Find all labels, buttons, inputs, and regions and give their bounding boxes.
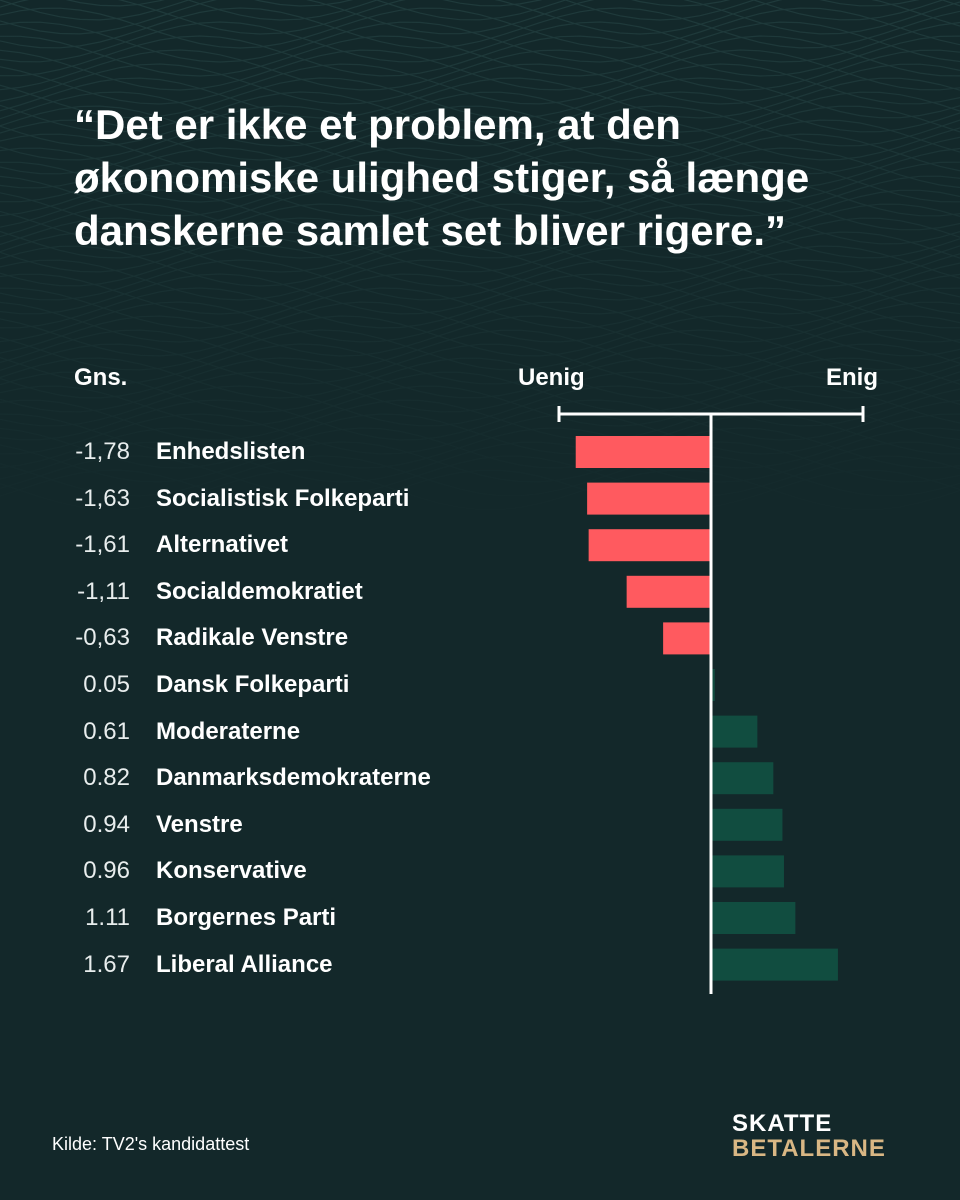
logo-text-line1: SKATTE: [732, 1110, 833, 1137]
disagree-scale-label: Uenig: [518, 364, 585, 391]
average-value: -1,61: [75, 531, 130, 559]
bar-radikale-venstre: [663, 622, 711, 655]
party-name: Konservative: [156, 857, 307, 885]
average-value: 0.94: [83, 810, 130, 838]
agree-scale-label: Enig: [826, 364, 878, 391]
bar-liberal-alliance: [711, 948, 838, 981]
average-value: 0.05: [83, 671, 130, 698]
average-value: -1,63: [75, 484, 130, 512]
bar-alternativet: [588, 529, 711, 562]
average-value: -1,78: [75, 438, 130, 465]
bar-dansk-folkeparti: [711, 669, 715, 701]
party-name: Moderaterne: [156, 717, 301, 745]
party-name: Radikale Venstre: [156, 624, 349, 652]
bar-konservative: [711, 855, 784, 888]
average-value: 0.96: [83, 857, 130, 885]
party-name: Socialdemokratiet: [156, 577, 363, 605]
party-name: Enhedslisten: [156, 438, 306, 465]
average-column-header: Gns.: [74, 364, 128, 391]
party-name: Venstre: [156, 810, 243, 838]
bar-enhedslisten: [575, 436, 711, 468]
party-name: Dansk Folkeparti: [156, 671, 350, 698]
average-value: 1.11: [85, 904, 130, 931]
bar-venstre: [711, 808, 783, 841]
party-name: Alternativet: [156, 531, 289, 559]
average-value: -0,63: [75, 624, 130, 652]
bar-socialistisk-folkeparti: [587, 482, 711, 515]
skattebetalerne-logo: SKATTE BETALERNE: [732, 1112, 886, 1162]
bar-borgernes-parti: [711, 902, 796, 934]
source-note: Kilde: TV2's kandidattest: [52, 1134, 250, 1154]
average-value: -1,11: [77, 577, 130, 605]
average-value: 0.61: [83, 717, 130, 745]
bar-chart: [557, 406, 865, 994]
logo-text-line2: BETALERNE: [732, 1135, 886, 1162]
bar-moderaterne: [711, 715, 758, 748]
party-name: Danmarksdemokraterne: [156, 764, 431, 792]
party-name: Socialistisk Folkeparti: [156, 484, 410, 512]
party-name: Liberal Alliance: [156, 950, 333, 978]
headline-quote: “Det er ikke et problem, at den økonomis…: [74, 101, 810, 254]
party-name: Borgernes Parti: [156, 904, 337, 931]
bar-danmarksdemokraterne: [711, 762, 774, 795]
bar-socialdemokratiet: [626, 575, 711, 608]
average-value: 0.82: [83, 764, 130, 792]
average-value: 1.67: [83, 950, 130, 978]
